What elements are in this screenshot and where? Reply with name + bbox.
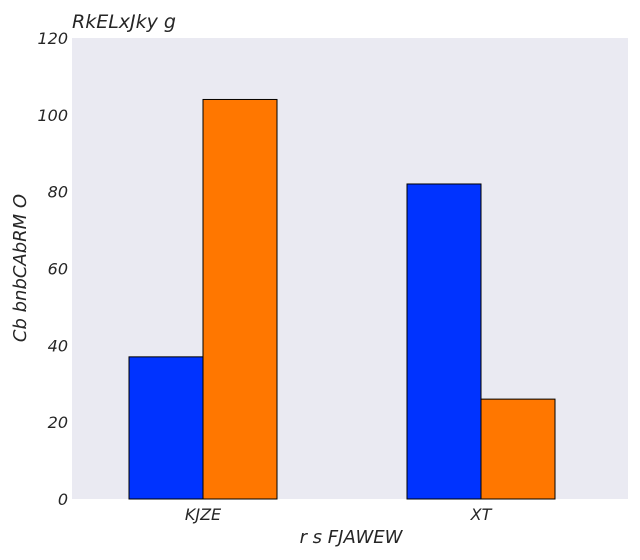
y-tick-label: 20	[48, 413, 68, 432]
y-tick-label: 40	[48, 336, 68, 355]
bar-kjze-series-2	[202, 98, 278, 500]
y-tick-label: 60	[48, 260, 68, 279]
bar-xt-series-2	[480, 398, 556, 500]
y-tick-label: 120	[37, 29, 68, 48]
y-tick-label: 0	[58, 490, 68, 509]
y-tick-label: 100	[37, 106, 68, 125]
y-axis-label: Cb bnbCAbRM O	[10, 194, 31, 342]
x-tick-label-xt: XT	[470, 505, 493, 524]
chart-title: RkELxJky g	[72, 11, 176, 33]
x-tick-label-kjze: KJZE	[185, 505, 222, 524]
bar-xt-series-1	[406, 183, 482, 500]
bar-kjze-series-1	[128, 356, 204, 500]
bars-group	[128, 98, 556, 500]
y-tick-label: 80	[48, 183, 68, 202]
x-tick-labels: KJZE XT	[185, 505, 493, 524]
x-axis-label: r s FJAWEW	[300, 527, 404, 548]
y-tick-labels: 0 20 40 60 80 100 120	[37, 29, 68, 509]
